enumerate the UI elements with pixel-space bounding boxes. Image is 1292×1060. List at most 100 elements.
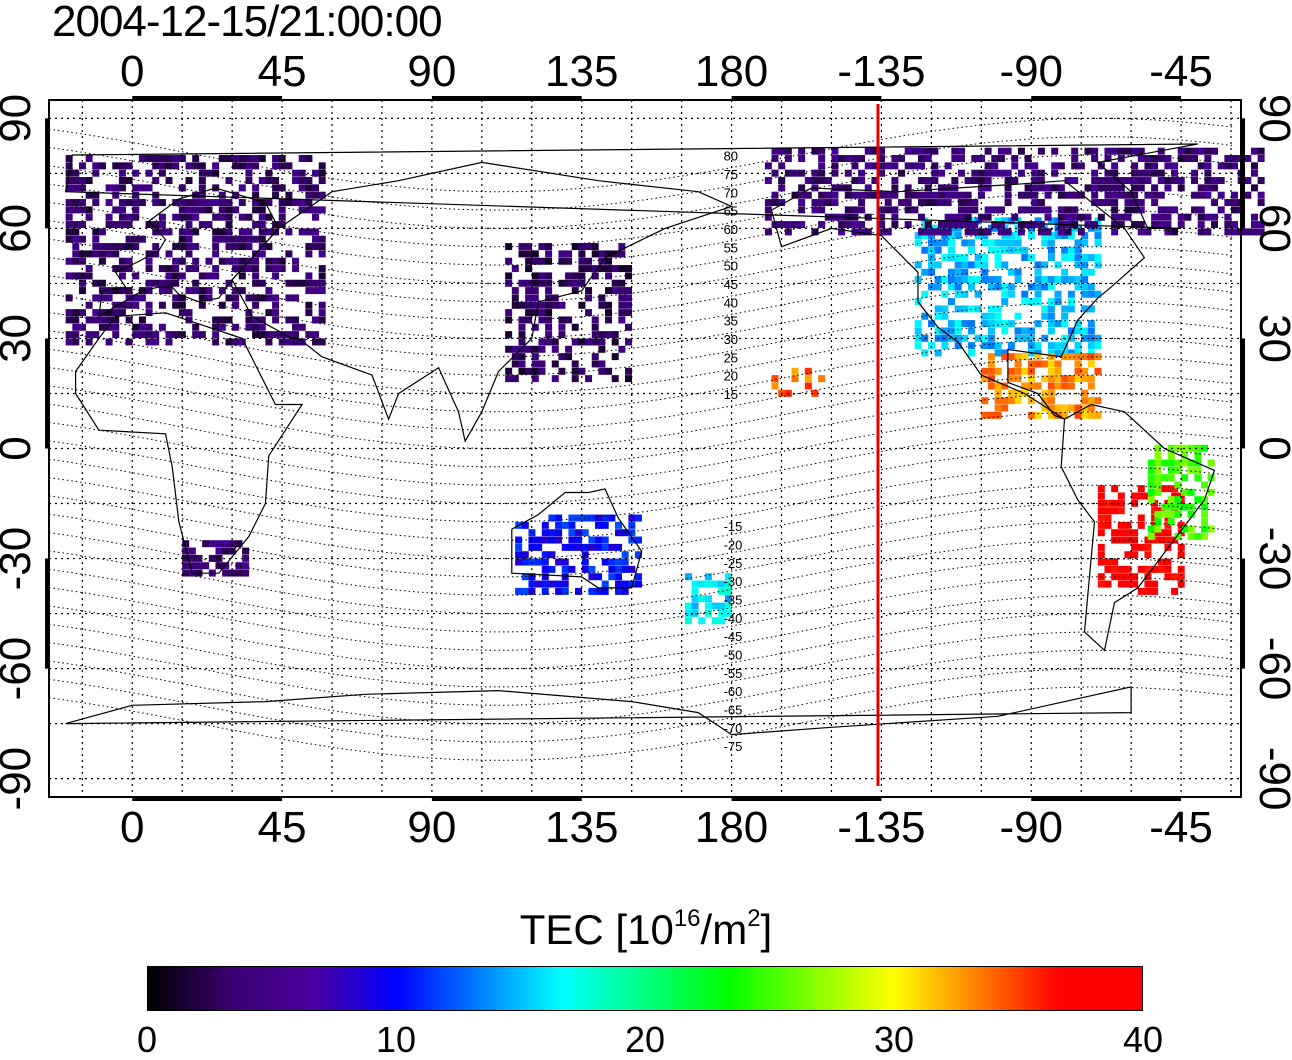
- tec-cell: [964, 199, 972, 207]
- tec-cell: [165, 331, 173, 339]
- tec-cell: [258, 235, 266, 243]
- tec-cell: [961, 320, 969, 328]
- tec-cell: [938, 184, 946, 192]
- tec-cell: [1031, 199, 1039, 207]
- tec-cell: [278, 221, 286, 229]
- tec-cell: [112, 206, 120, 214]
- tec-cell: [528, 580, 536, 588]
- tec-cell: [858, 199, 866, 207]
- tec-cell: [891, 184, 899, 192]
- tec-cell: [1231, 199, 1239, 207]
- tec-cell: [611, 265, 619, 273]
- tec-cell: [605, 272, 613, 280]
- tec-cell: [252, 294, 260, 302]
- tec-cell: [1124, 573, 1132, 581]
- mlat-label: 80: [724, 149, 738, 164]
- tec-cell: [1064, 206, 1072, 214]
- frame-tick-bottom: [1031, 796, 1182, 801]
- tec-cell: [78, 162, 86, 170]
- tec-cell: [1064, 177, 1072, 185]
- tec-cell: [1191, 177, 1199, 185]
- tec-cell: [595, 573, 603, 581]
- tec-cell: [1187, 525, 1195, 533]
- tec-cell: [1157, 221, 1165, 229]
- tec-cell: [518, 367, 526, 375]
- tec-cell: [1211, 177, 1219, 185]
- tec-cell: [515, 551, 523, 559]
- tec-cell: [858, 191, 866, 199]
- tec-cell: [961, 239, 969, 247]
- mlat-label: 60: [724, 222, 738, 237]
- coast-australia: [511, 488, 643, 589]
- tec-cell: [1054, 298, 1062, 306]
- tec-cell: [924, 184, 932, 192]
- tec-cell: [568, 529, 576, 537]
- tec-cell: [864, 191, 872, 199]
- tec-cell: [1231, 191, 1239, 199]
- tec-cell: [511, 375, 519, 383]
- tec-cell: [961, 254, 969, 262]
- tec-cell: [245, 294, 253, 302]
- tec-cell: [871, 162, 879, 170]
- tec-cell: [145, 338, 153, 346]
- tec-cell: [182, 547, 190, 555]
- lon-label-bottom: -135: [837, 803, 925, 852]
- tec-cell: [1197, 228, 1205, 236]
- tec-cell: [178, 213, 186, 221]
- tec-cell: [125, 287, 133, 295]
- tec-cell: [1137, 221, 1145, 229]
- tec-cell: [292, 316, 300, 324]
- tec-cell: [1054, 375, 1062, 383]
- tec-cell: [531, 257, 539, 265]
- tec-cell: [611, 279, 619, 287]
- tec-cell: [1171, 485, 1179, 493]
- tec-cell: [831, 199, 839, 207]
- tec-cell: [914, 327, 922, 335]
- tec-cell: [934, 312, 942, 320]
- tec-cell: [1171, 162, 1179, 170]
- tec-cell: [1164, 536, 1172, 544]
- tec-cell: [588, 536, 596, 544]
- tec-cell: [1071, 162, 1079, 170]
- tec-cell: [1094, 232, 1102, 240]
- tec-cell: [1137, 184, 1145, 192]
- tec-cell: [588, 514, 596, 522]
- tec-cell: [1167, 496, 1175, 504]
- tec-cell: [588, 543, 596, 551]
- tec-cell: [1197, 221, 1205, 229]
- tec-cell: [994, 382, 1002, 390]
- tec-cell: [198, 162, 206, 170]
- tec-cell: [1014, 224, 1022, 232]
- tec-cell: [951, 191, 959, 199]
- tec-region-central-america: [981, 353, 1102, 419]
- tec-cell: [964, 228, 972, 236]
- tec-cell: [884, 199, 892, 207]
- tec-cell: [1021, 367, 1029, 375]
- tec-cell: [1034, 349, 1042, 357]
- tec-cell: [218, 301, 226, 309]
- tec-cell: [884, 228, 892, 236]
- lon-label-top: 90: [407, 47, 456, 96]
- tec-cell: [551, 345, 559, 353]
- tec-cell: [192, 155, 200, 163]
- tec-cell: [125, 257, 133, 265]
- tec-cell: [205, 257, 213, 265]
- tec-cell: [1027, 342, 1035, 350]
- tec-cell: [265, 338, 273, 346]
- tec-cell: [305, 177, 313, 185]
- tec-cell: [272, 316, 280, 324]
- tec-cell: [957, 199, 965, 207]
- tec-cell: [125, 316, 133, 324]
- tec-cell: [611, 353, 619, 361]
- tec-cell: [961, 268, 969, 276]
- tec-cell: [684, 617, 692, 625]
- tec-cell: [1081, 268, 1089, 276]
- tec-cell: [1027, 232, 1035, 240]
- tec-cell: [1061, 404, 1069, 412]
- tec-cell: [1047, 320, 1055, 328]
- tec-cell: [628, 514, 636, 522]
- tec-cell: [1071, 177, 1079, 185]
- tec-cell: [1154, 474, 1162, 482]
- tec-cell: [608, 565, 616, 573]
- tec-cell: [921, 290, 929, 298]
